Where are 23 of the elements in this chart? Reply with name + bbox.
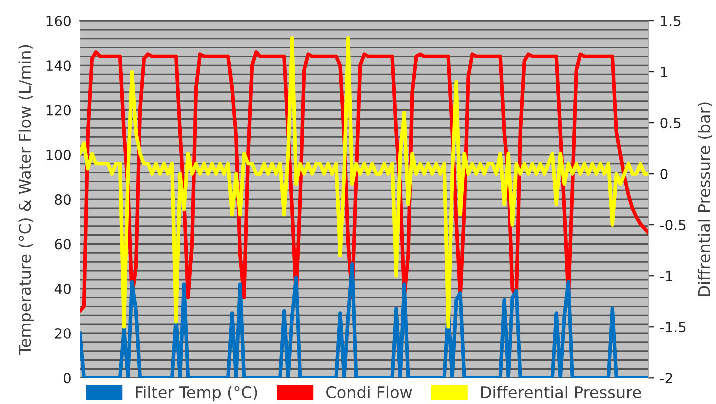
- y-tick-label: 80: [55, 194, 71, 206]
- y2-tick-label: 1: [661, 67, 668, 78]
- y2-tick-label: -2: [660, 373, 672, 384]
- y-tick-label: 20: [55, 328, 71, 339]
- y-tick-label: 100: [46, 150, 71, 160]
- y-axis-title: Temperature (°C) & Water Flow (L/min): [18, 45, 34, 356]
- y-tick-label: 60: [55, 239, 71, 250]
- y2-tick-label: -0.5: [660, 220, 686, 231]
- y-tick-label: 160: [46, 16, 71, 26]
- y-tick-label: 0: [64, 373, 71, 384]
- y-tick-label: 40: [54, 284, 71, 294]
- y-tick-label: 120: [46, 105, 71, 116]
- y2-tick-label: 0.5: [660, 118, 681, 129]
- y2-tick-label: 1.5: [661, 16, 681, 26]
- y2-tick-label: -1.5: [660, 322, 686, 333]
- line-series: [80, 262, 649, 378]
- y2-tick-label: -1: [660, 271, 672, 282]
- y2-tick-label: 0: [660, 169, 668, 180]
- y-tick-label: 140: [46, 60, 71, 72]
- legend-label: Differential Pressure: [482, 386, 642, 398]
- y2-axis-title: Diffrential Pressure (bar): [698, 102, 712, 296]
- legend-label: Condi Flow: [326, 386, 412, 398]
- legend-label: Filter Temp (°C): [136, 386, 258, 402]
